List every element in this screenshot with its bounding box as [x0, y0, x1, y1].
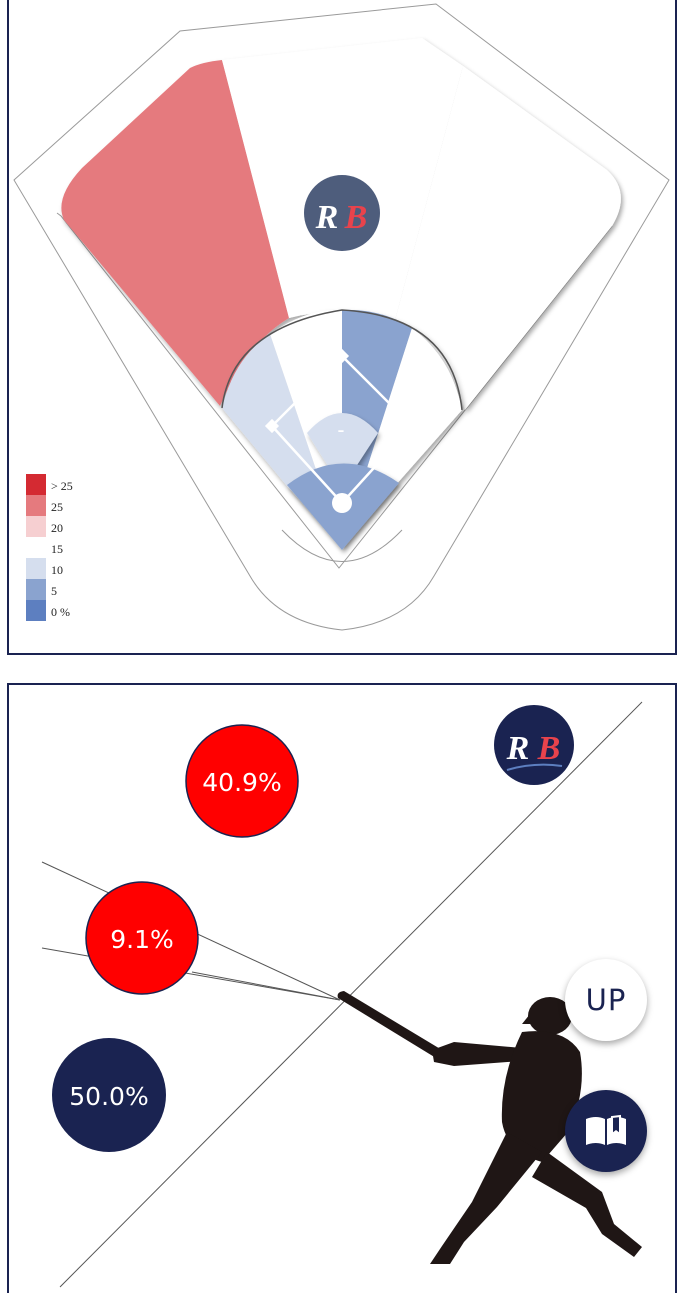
legend-label: > 25: [51, 479, 73, 493]
infield-arc: [221, 309, 463, 411]
legend-label: 0 %: [51, 605, 70, 619]
third-base: [264, 418, 280, 434]
legend-swatch: [26, 558, 46, 579]
legend-label: 25: [51, 500, 63, 514]
book-icon: [586, 1114, 626, 1145]
zone-outfield-left: [61, 60, 289, 406]
zone-pitcher: [307, 413, 378, 488]
diagonal-line: [59, 701, 643, 1288]
field-chart: - R B > 25 25 20 15 10 5 0 %: [13, 3, 670, 631]
legend-swatch: [26, 516, 46, 537]
svg-text:R: R: [506, 730, 530, 767]
legend-swatch: [26, 537, 46, 558]
slice-label-2: 9.1%: [110, 925, 174, 954]
rb-logo-icon: R B: [494, 705, 574, 785]
svg-text:B: B: [537, 730, 561, 767]
ray-line: [191, 971, 341, 1001]
direction-chart-panel: 40.9% 9.1% 50.0% R B: [7, 683, 677, 1293]
slice-bubble-3: 50.0%: [52, 1038, 166, 1152]
slice-bubble-1: 40.9%: [185, 724, 299, 838]
foul-line-arc: [281, 529, 403, 562]
second-base: [334, 348, 350, 364]
legend-swatch: [26, 474, 46, 495]
legend-label: 10: [51, 563, 63, 577]
legend-label: 15: [51, 542, 63, 556]
slice-label-1: 40.9%: [202, 768, 281, 797]
book-button[interactable]: [565, 1090, 647, 1172]
batter-silhouette-icon: [337, 991, 642, 1264]
slice-bubble-2: 9.1%: [85, 881, 199, 995]
direction-chart: 40.9% 9.1% 50.0% R B: [41, 701, 643, 1288]
field-outline: [13, 3, 670, 631]
slice-label-3: 50.0%: [69, 1082, 148, 1111]
field-warning-track: [56, 212, 613, 569]
legend: > 25 25 20 15 10 5 0 %: [26, 474, 73, 621]
legend-swatch: [26, 600, 46, 621]
svg-text:B: B: [344, 199, 368, 236]
rb-logo-icon: R B: [304, 175, 380, 251]
svg-text:R: R: [315, 199, 339, 236]
spray-chart-panel: - R B > 25 25 20 15 10 5 0 %: [7, 0, 677, 655]
legend-swatch: [26, 579, 46, 600]
zone-outfield-right: [394, 66, 621, 410]
first-base: [404, 418, 420, 434]
pitcher-label: -: [338, 419, 345, 441]
up-button-label: UP: [585, 983, 627, 1017]
legend-label: 20: [51, 521, 63, 535]
home-plate: [332, 493, 352, 513]
legend-swatch: [26, 495, 46, 516]
up-button[interactable]: UP: [565, 959, 647, 1041]
legend-label: 5: [51, 584, 57, 598]
